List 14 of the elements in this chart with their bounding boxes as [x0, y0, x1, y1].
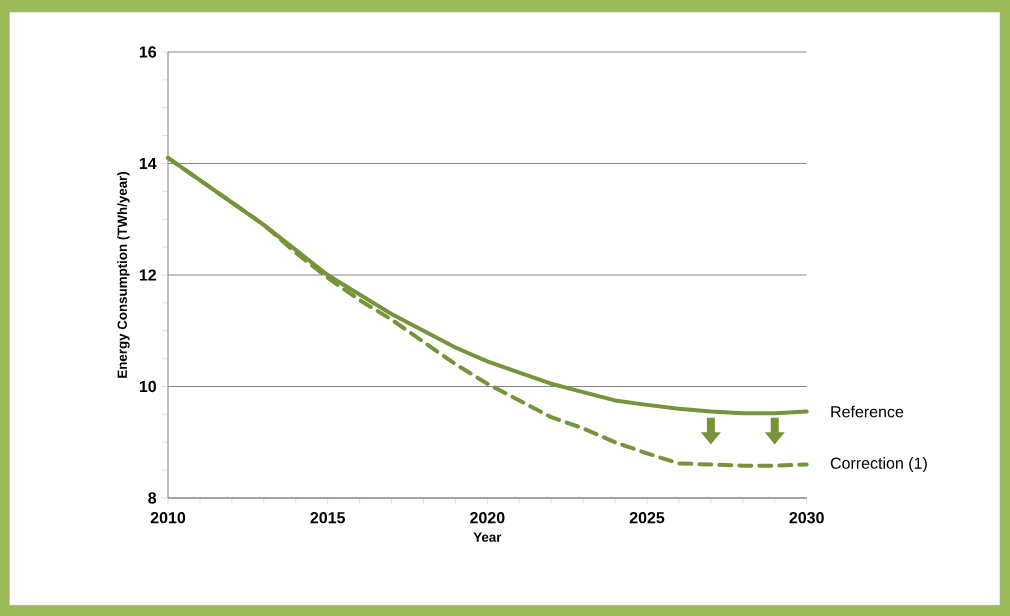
y-tick-label: 14 — [139, 157, 157, 169]
y-tick-label: 10 — [139, 380, 156, 393]
x-tick-label: 2020 — [470, 512, 505, 524]
y-tick-label: 12 — [139, 269, 156, 281]
x-tick-label: 2025 — [629, 512, 665, 524]
x-tick-label: 2030 — [789, 512, 824, 524]
y-tick-label: 8 — [148, 492, 157, 504]
x-tick-label: 2010 — [150, 512, 186, 524]
y-tick-label: 16 — [139, 46, 157, 58]
x-axis-title: Year — [473, 532, 502, 542]
y-axis-title: Energy Consumption (TWh/year) — [117, 171, 130, 378]
series-label: Correction (1) — [830, 457, 927, 472]
x-tick-label: 2015 — [310, 512, 346, 524]
series-label: Reference — [831, 405, 904, 418]
